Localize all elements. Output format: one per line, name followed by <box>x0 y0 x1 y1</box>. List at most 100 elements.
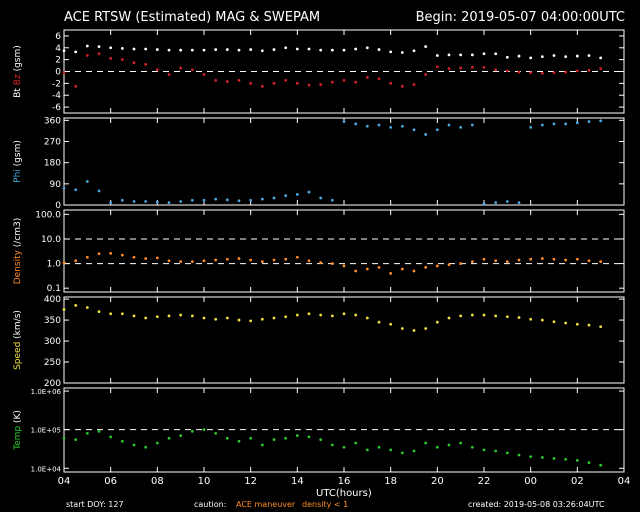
data-point <box>540 257 544 260</box>
data-point <box>575 458 579 462</box>
data-point <box>249 436 253 440</box>
y-tick-label: 250 <box>44 358 61 368</box>
data-point <box>202 259 206 263</box>
x-tick-label: 04 <box>618 476 631 487</box>
data-point <box>260 49 264 53</box>
data-point <box>459 126 463 129</box>
data-point <box>272 196 276 200</box>
data-point <box>120 253 124 257</box>
data-point <box>599 325 603 329</box>
panel-frame <box>63 296 625 384</box>
data-point <box>319 48 323 52</box>
data-point <box>85 44 89 48</box>
data-point <box>319 261 323 264</box>
data-point <box>494 52 498 56</box>
data-point <box>482 52 486 56</box>
data-point <box>529 71 533 75</box>
data-point <box>272 438 276 442</box>
series-bz <box>62 52 603 88</box>
data-point <box>365 267 369 271</box>
data-point <box>424 327 428 330</box>
data-point <box>284 315 288 319</box>
data-point <box>260 317 264 321</box>
data-point <box>330 443 334 447</box>
data-point <box>365 124 369 128</box>
data-point <box>155 441 159 445</box>
x-tick-label: 22 <box>478 476 491 487</box>
data-point <box>540 318 544 322</box>
data-point <box>214 258 218 262</box>
data-point <box>400 451 404 455</box>
data-point <box>260 443 264 447</box>
data-point <box>284 78 288 82</box>
data-point <box>552 54 556 57</box>
data-point <box>435 445 439 449</box>
data-point <box>389 81 393 85</box>
data-point <box>109 201 113 205</box>
data-point <box>295 81 299 85</box>
data-point <box>260 84 264 88</box>
plot-title: ACE RTSW (Estimated) MAG & SWEPAM <box>64 10 321 25</box>
data-point <box>132 61 136 65</box>
data-point <box>97 310 101 314</box>
data-point <box>470 65 474 69</box>
y-axis-label-part: (gsm) <box>13 45 23 74</box>
data-point <box>202 198 206 202</box>
y-axis-label-part: Density <box>13 249 23 284</box>
data-point <box>120 312 124 316</box>
data-point <box>132 255 136 259</box>
data-point <box>295 255 299 259</box>
data-point <box>109 57 113 60</box>
data-point <box>97 189 101 193</box>
data-point <box>482 448 486 452</box>
data-point <box>552 122 556 126</box>
data-point <box>319 196 323 200</box>
data-point <box>377 123 381 127</box>
data-point <box>377 445 381 449</box>
data-point <box>529 56 533 60</box>
data-point <box>354 313 358 317</box>
data-point <box>295 193 299 196</box>
data-point <box>424 133 428 136</box>
data-point <box>62 308 66 311</box>
panel-mag: 6 4 2 0-2 -4 -6 Bt Bz (gsm) <box>13 29 625 114</box>
data-point <box>237 48 241 52</box>
data-point <box>179 48 183 52</box>
data-point <box>62 436 66 440</box>
data-point <box>482 202 486 206</box>
y-tick-label: -2 <box>52 79 61 89</box>
data-point <box>529 455 533 459</box>
panel-temp: 1.0E+06 1.0E+05 1.0E+04 04 06 08 10 12 14 16 18 20 2… <box>13 387 631 487</box>
data-point <box>377 320 381 324</box>
data-point <box>179 260 183 264</box>
data-point <box>599 67 603 70</box>
data-point <box>155 200 159 204</box>
y-tick-label: 1.0E+04 <box>31 465 62 473</box>
data-point <box>575 257 579 261</box>
data-point <box>599 260 603 264</box>
data-point <box>342 445 346 449</box>
data-point <box>120 58 124 62</box>
y-tick-label: -4 <box>52 91 61 101</box>
data-point <box>412 269 416 273</box>
data-point <box>85 431 89 435</box>
data-point <box>342 312 346 316</box>
y-tick-label: 360 <box>44 116 61 126</box>
data-point <box>494 259 498 263</box>
data-point <box>202 428 206 432</box>
data-point <box>377 265 381 269</box>
data-point <box>144 316 148 320</box>
data-point <box>97 52 101 56</box>
y-axis-label-part: Speed <box>13 342 23 370</box>
data-point <box>202 48 206 52</box>
data-point <box>225 48 229 51</box>
data-point <box>400 327 404 330</box>
y-tick-label: -6 <box>52 103 61 113</box>
data-point <box>307 312 311 316</box>
data-point <box>517 316 521 319</box>
x-tick-label: 16 <box>338 476 351 487</box>
data-point <box>237 439 241 443</box>
data-point <box>214 431 218 435</box>
data-point <box>505 315 509 319</box>
